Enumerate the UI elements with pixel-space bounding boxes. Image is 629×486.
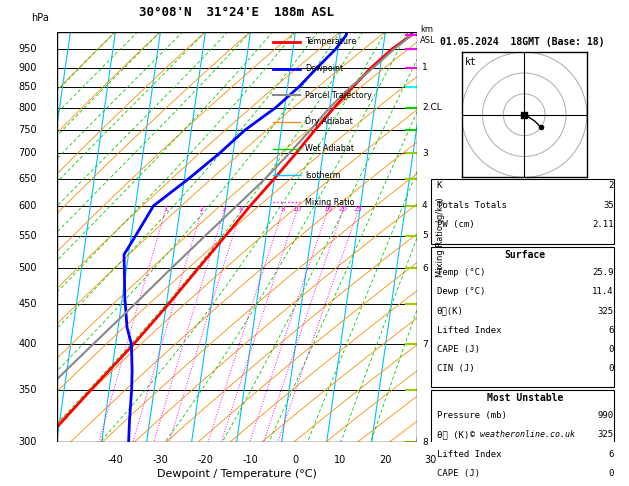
Text: 0: 0 — [608, 364, 614, 374]
Text: Isotherm: Isotherm — [305, 171, 341, 180]
Text: CIN (J): CIN (J) — [437, 364, 474, 374]
Text: PW (cm): PW (cm) — [437, 220, 474, 229]
Text: 2: 2 — [608, 181, 614, 191]
Text: 325: 325 — [598, 307, 614, 315]
Text: 950: 950 — [18, 44, 37, 54]
Text: 6: 6 — [608, 326, 614, 335]
Text: 20: 20 — [338, 206, 347, 211]
Text: 6: 6 — [608, 450, 614, 458]
Text: 2.CL: 2.CL — [422, 103, 442, 112]
Text: 4: 4 — [422, 201, 428, 210]
Text: 500: 500 — [18, 263, 37, 273]
Text: 750: 750 — [18, 125, 37, 135]
Text: 990: 990 — [598, 411, 614, 420]
Text: hPa: hPa — [31, 14, 49, 23]
Text: 325: 325 — [598, 430, 614, 439]
Text: Lifted Index: Lifted Index — [437, 450, 501, 458]
Text: 850: 850 — [18, 82, 37, 92]
Text: Dewpoint: Dewpoint — [305, 64, 343, 73]
Text: 300: 300 — [18, 437, 37, 447]
Text: 0: 0 — [608, 469, 614, 478]
Text: © weatheronline.co.uk: © weatheronline.co.uk — [470, 430, 575, 439]
Text: 700: 700 — [18, 148, 37, 158]
Text: 600: 600 — [18, 201, 37, 211]
Text: Most Unstable: Most Unstable — [487, 393, 564, 402]
Text: CAPE (J): CAPE (J) — [437, 345, 480, 354]
Text: Surface: Surface — [504, 250, 546, 260]
Text: 8: 8 — [280, 206, 285, 211]
Text: 550: 550 — [18, 230, 37, 241]
Text: Mixing Ratio (g/kg): Mixing Ratio (g/kg) — [435, 197, 445, 277]
Text: 16: 16 — [323, 206, 332, 211]
Text: 900: 900 — [18, 63, 37, 72]
Text: Lifted Index: Lifted Index — [437, 326, 501, 335]
Text: Totals Totals: Totals Totals — [437, 201, 506, 210]
Text: 0: 0 — [292, 454, 299, 465]
Text: 25: 25 — [353, 206, 362, 211]
Text: 11.4: 11.4 — [593, 287, 614, 296]
Text: 0: 0 — [608, 345, 614, 354]
Text: 30°08'N  31°24'E  188m ASL: 30°08'N 31°24'E 188m ASL — [139, 6, 334, 19]
Text: -30: -30 — [153, 454, 169, 465]
Text: θᴄ(K): θᴄ(K) — [437, 307, 464, 315]
Text: Wet Adiabat: Wet Adiabat — [305, 144, 354, 153]
Text: 20: 20 — [379, 454, 392, 465]
Text: 450: 450 — [18, 299, 37, 309]
Text: Temperature: Temperature — [305, 37, 356, 46]
Text: Pressure (mb): Pressure (mb) — [437, 411, 506, 420]
Text: Temp (°C): Temp (°C) — [437, 268, 485, 277]
Text: -20: -20 — [198, 454, 213, 465]
Text: 10: 10 — [335, 454, 347, 465]
Text: 800: 800 — [18, 103, 37, 113]
Text: 30: 30 — [425, 454, 437, 465]
Text: 25.9: 25.9 — [593, 268, 614, 277]
Text: -10: -10 — [243, 454, 259, 465]
Text: Dewpoint / Temperature (°C): Dewpoint / Temperature (°C) — [157, 469, 316, 479]
Text: -40: -40 — [108, 454, 123, 465]
Text: 4: 4 — [238, 206, 243, 211]
Text: Parcel Trajectory: Parcel Trajectory — [305, 91, 372, 100]
Text: Mixing Ratio: Mixing Ratio — [305, 197, 355, 207]
Text: θᴄ (K): θᴄ (K) — [437, 430, 469, 439]
Text: km
ASL: km ASL — [420, 25, 436, 45]
Text: 8: 8 — [422, 438, 428, 447]
Text: 350: 350 — [18, 385, 37, 395]
Text: 1: 1 — [422, 63, 428, 72]
Text: 6: 6 — [422, 263, 428, 273]
Text: Dry Adiabat: Dry Adiabat — [305, 118, 353, 126]
Text: 400: 400 — [18, 339, 37, 349]
Text: 35: 35 — [603, 201, 614, 210]
Text: 7: 7 — [422, 340, 428, 348]
Text: CAPE (J): CAPE (J) — [437, 469, 480, 478]
Text: 3: 3 — [422, 149, 428, 158]
Text: 1: 1 — [163, 206, 167, 211]
Text: 5: 5 — [422, 231, 428, 240]
Text: 3: 3 — [221, 206, 226, 211]
Text: K: K — [437, 181, 442, 191]
Text: Dewp (°C): Dewp (°C) — [437, 287, 485, 296]
Text: 01.05.2024  18GMT (Base: 18): 01.05.2024 18GMT (Base: 18) — [440, 36, 604, 47]
Text: 2: 2 — [199, 206, 204, 211]
Text: 650: 650 — [18, 174, 37, 184]
Text: 2.11: 2.11 — [593, 220, 614, 229]
Text: 10: 10 — [292, 206, 301, 211]
